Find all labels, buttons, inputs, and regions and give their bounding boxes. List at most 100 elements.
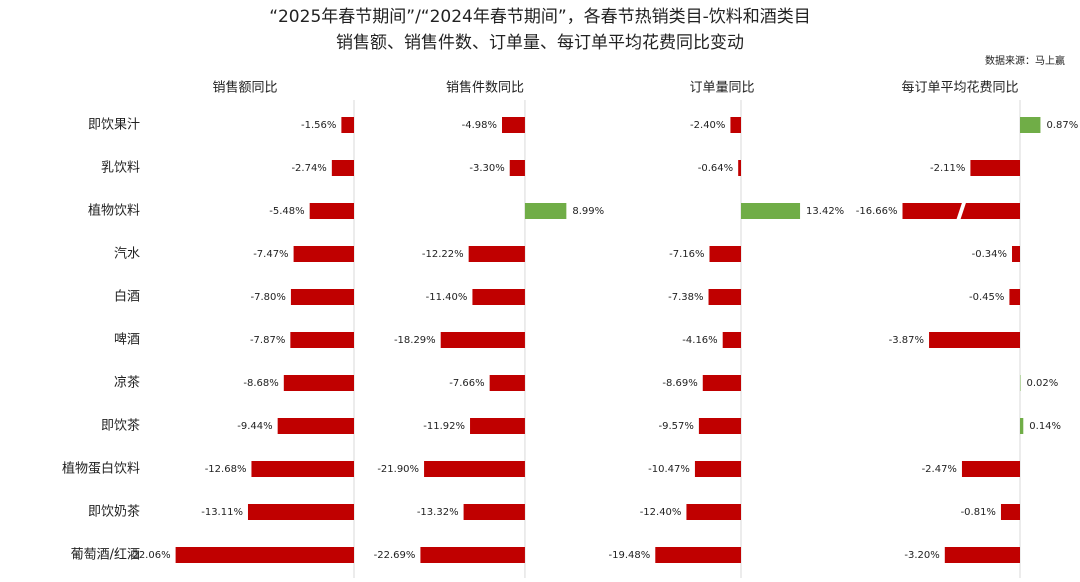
bar [509, 160, 525, 176]
bar [686, 504, 741, 520]
bar [502, 117, 525, 133]
value-label: -8.69% [662, 378, 697, 389]
category-label: 即饮茶 [101, 418, 140, 434]
chart-subtitle: 销售额、销售件数、订单量、每订单平均花费同比变动 [336, 33, 744, 53]
value-label: -16.66% [856, 206, 898, 217]
bar [961, 461, 1020, 477]
source-note: 数据来源：马上赢 [985, 54, 1065, 67]
chart-title: “2025年春节期间”/“2024年春节期间”，各春节热销类目-饮料和酒类目 [269, 7, 811, 27]
category-label: 即饮奶茶 [88, 504, 140, 520]
category-label: 即饮果汁 [88, 118, 140, 133]
value-label: -0.81% [961, 507, 996, 518]
bar [175, 547, 354, 563]
panel-title: 销售件数同比 [446, 80, 524, 96]
value-label: -19.48% [609, 550, 651, 561]
value-label: -3.30% [469, 163, 504, 174]
value-label: 0.14% [1029, 421, 1061, 432]
value-label: -22.06% [129, 550, 171, 561]
value-label: -18.29% [394, 335, 436, 346]
category-label: 乳饮料 [101, 161, 140, 176]
category-label: 植物饮料 [88, 204, 140, 219]
value-label: -7.80% [251, 292, 286, 303]
value-label: -5.48% [269, 206, 304, 217]
bar [290, 332, 354, 348]
bar [722, 332, 741, 348]
bar [290, 289, 354, 305]
value-label: 8.99% [572, 206, 604, 217]
bar [489, 375, 525, 391]
category-label: 凉茶 [114, 375, 140, 391]
bar [251, 461, 354, 477]
bar [1009, 289, 1020, 305]
value-label: -9.57% [659, 421, 694, 432]
value-label: 0.02% [1026, 378, 1058, 389]
value-label: -11.92% [423, 421, 465, 432]
panel-title: 每订单平均花费同比 [901, 80, 1018, 96]
bar [341, 117, 354, 133]
bar [440, 332, 525, 348]
bar [694, 461, 741, 477]
category-label: 啤酒 [114, 333, 140, 348]
bar [709, 246, 741, 262]
bar [424, 461, 525, 477]
value-label: -1.56% [301, 120, 336, 131]
bar [309, 203, 354, 219]
value-label: -2.74% [291, 163, 326, 174]
bar [331, 160, 354, 176]
value-label: -12.68% [205, 464, 247, 475]
bar [472, 289, 525, 305]
category-label: 植物蛋白饮料 [62, 461, 140, 477]
bar [420, 547, 525, 563]
value-label: -2.40% [690, 120, 725, 131]
value-label: -11.40% [426, 292, 468, 303]
bar [293, 246, 354, 262]
panel-title: 销售额同比 [212, 80, 277, 96]
value-label: -12.22% [422, 249, 464, 260]
bar [463, 504, 525, 520]
bar [524, 203, 567, 219]
bar [283, 375, 354, 391]
value-label: 0.87% [1046, 120, 1078, 131]
value-label: -13.32% [417, 507, 459, 518]
value-label: -7.87% [250, 335, 285, 346]
bar [730, 117, 741, 133]
bar [702, 375, 741, 391]
value-label: -7.66% [449, 378, 484, 389]
value-label: -10.47% [648, 464, 690, 475]
category-label: 白酒 [114, 289, 140, 305]
axis-break [956, 202, 967, 220]
category-label: 葡萄酒/红酒 [71, 547, 140, 563]
bar [970, 160, 1020, 176]
value-label: -21.90% [377, 464, 419, 475]
bar [1012, 246, 1020, 262]
bar [1020, 418, 1024, 434]
bar [944, 547, 1020, 563]
value-label: -2.47% [922, 464, 957, 475]
bar [738, 160, 741, 176]
value-label: -7.47% [253, 249, 288, 260]
value-label: -8.68% [243, 378, 278, 389]
value-label: -4.98% [462, 120, 497, 131]
value-label: -0.34% [972, 249, 1007, 260]
bar [468, 246, 525, 262]
value-label: -9.44% [237, 421, 272, 432]
bar [741, 203, 801, 219]
bar [1000, 504, 1020, 520]
category-label: 汽水 [114, 247, 140, 262]
bar [247, 504, 354, 520]
bar [929, 332, 1020, 348]
bar [1020, 117, 1041, 133]
value-label: -0.64% [698, 163, 733, 174]
value-label: -3.20% [904, 550, 939, 561]
bar [277, 418, 354, 434]
panel-title: 订单量同比 [689, 81, 754, 96]
bar [708, 289, 741, 305]
bar [470, 418, 525, 434]
value-label: -7.38% [668, 292, 703, 303]
value-label: -22.69% [374, 550, 416, 561]
value-label: 13.42% [806, 206, 844, 217]
value-label: -13.11% [201, 507, 243, 518]
bar [698, 418, 741, 434]
